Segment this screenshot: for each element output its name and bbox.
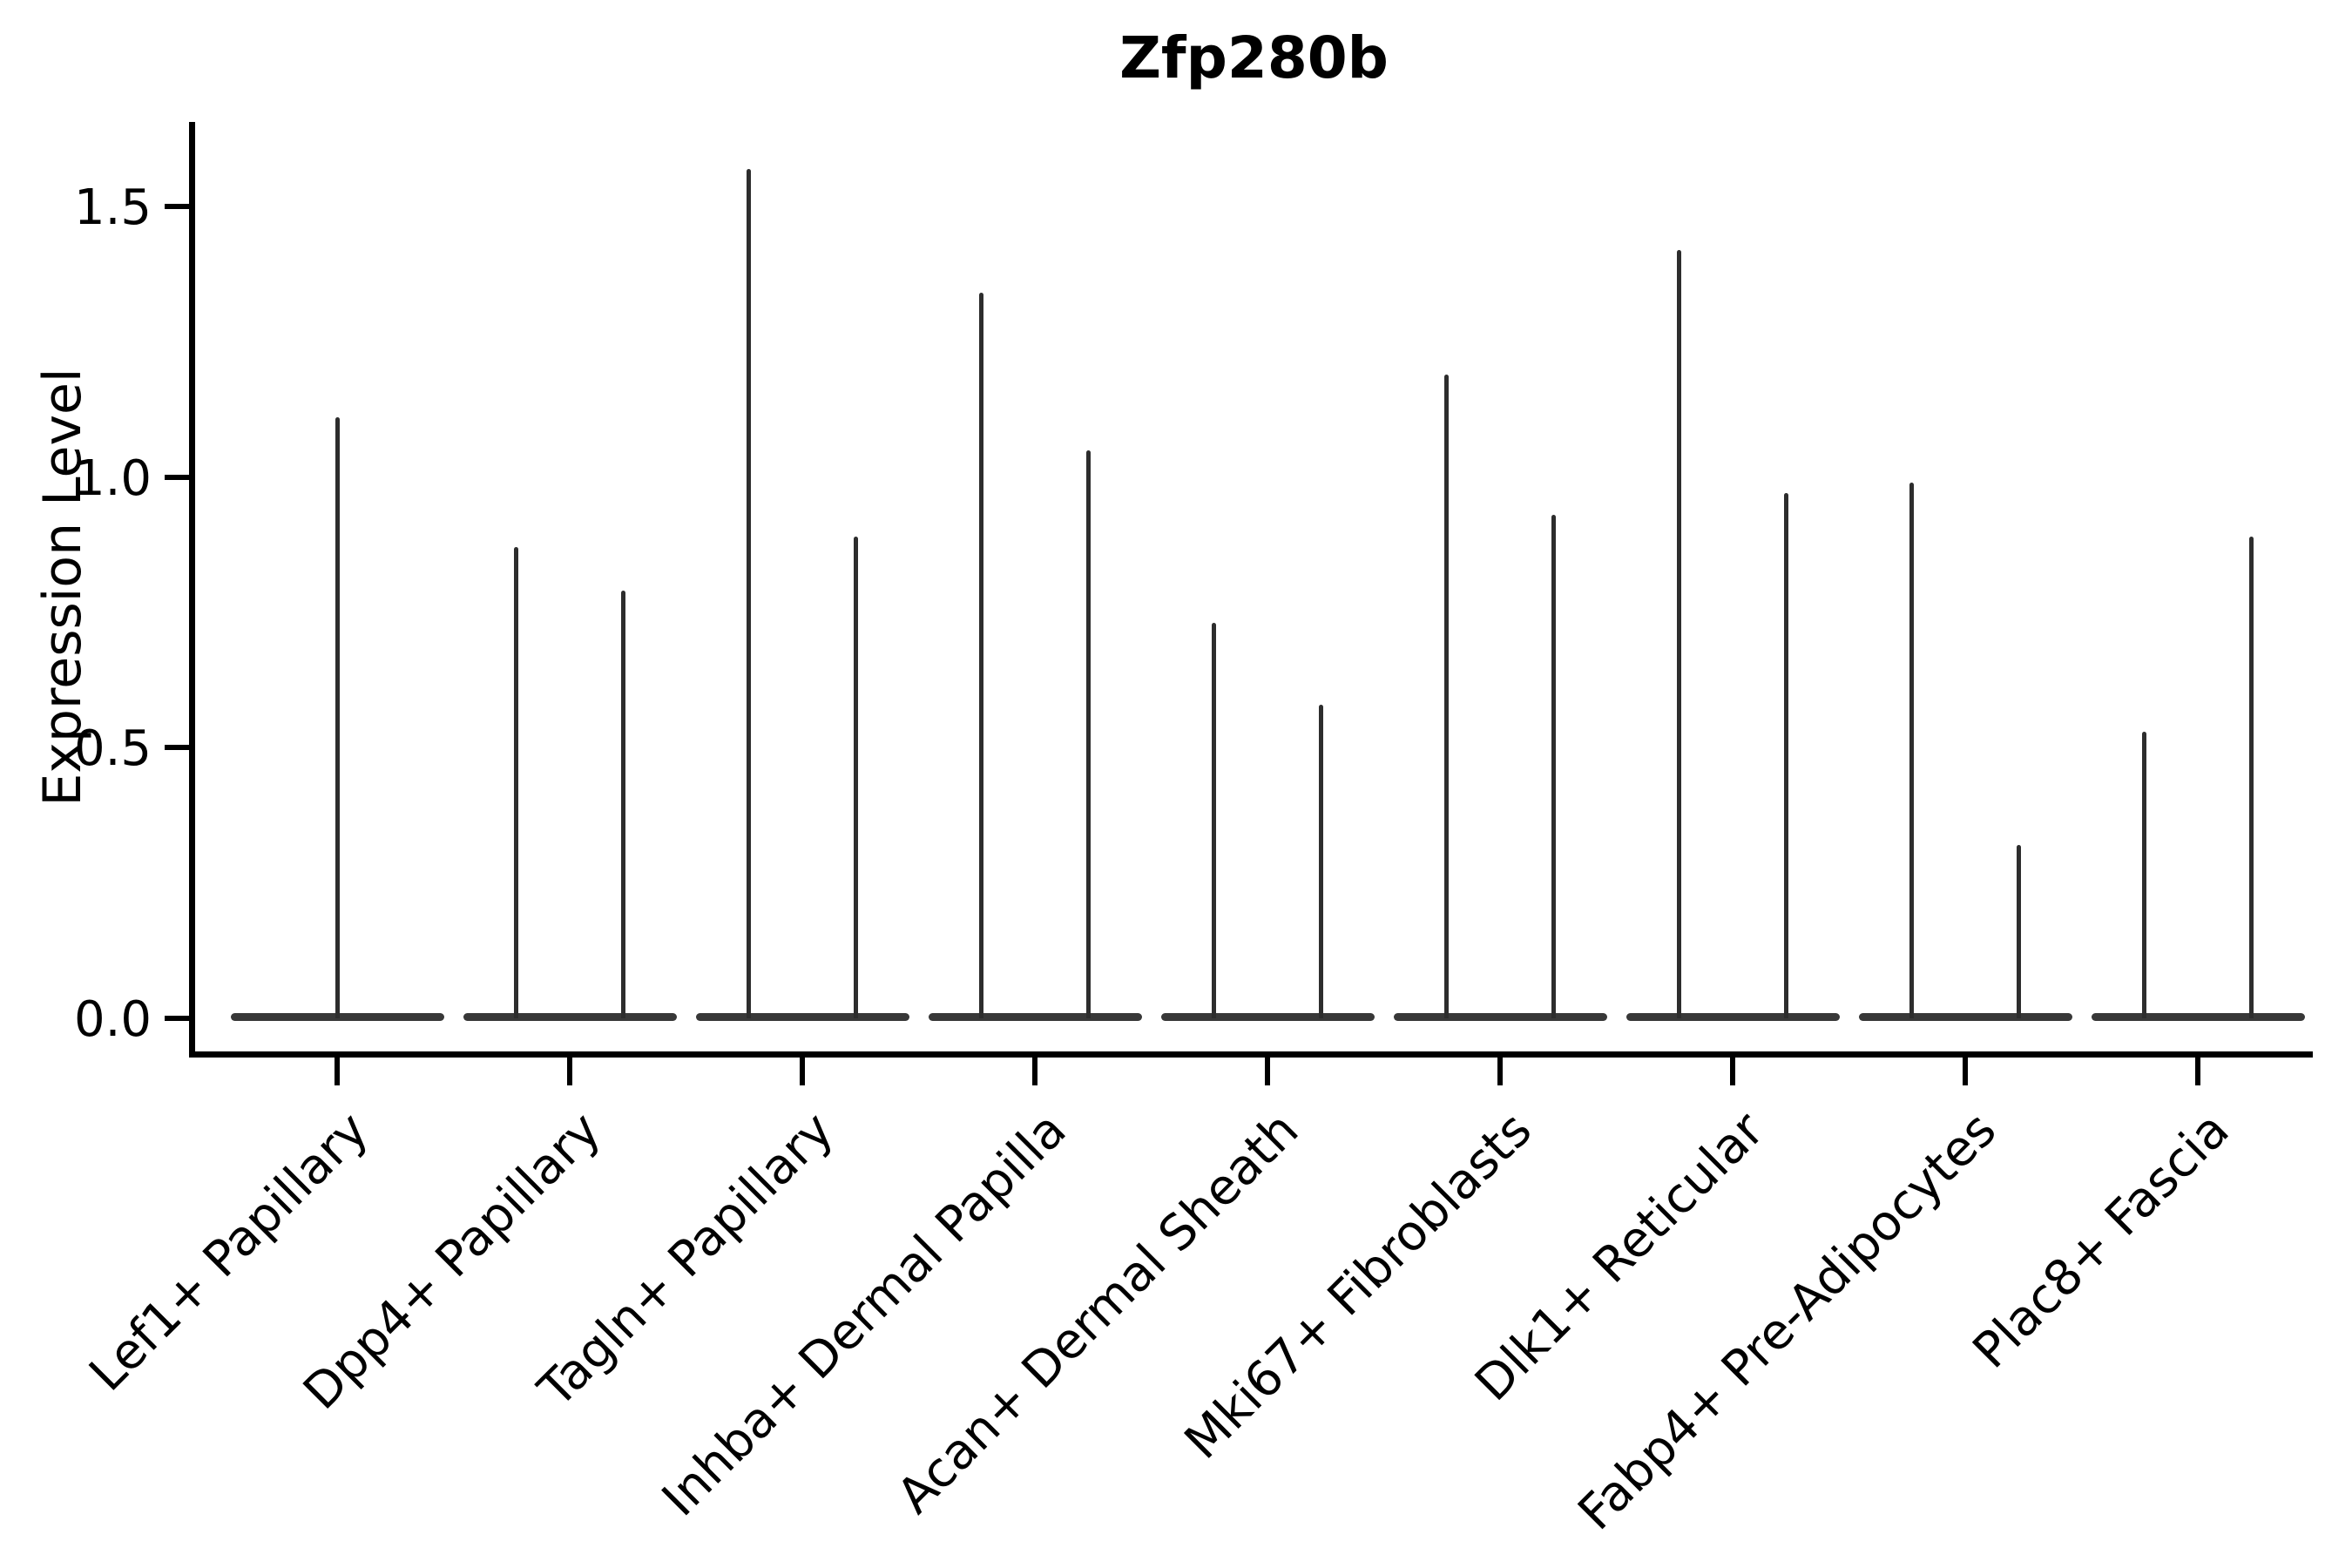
y-tick-mark (165, 745, 189, 751)
x-tick-mark (1497, 1058, 1503, 1085)
x-tick-label-9: Plac8+ Fascia (1962, 1101, 2240, 1380)
violin-needle (514, 547, 519, 1018)
violin-base (928, 1013, 1142, 1021)
y-tick-mark (165, 1016, 189, 1021)
violin-needle (979, 293, 984, 1018)
violin-base (2091, 1013, 2305, 1021)
violin-base (695, 1013, 909, 1021)
y-tick-label: 0.5 (73, 720, 152, 778)
y-tick-mark (165, 474, 189, 480)
x-tick-label-8: Fabp4+ Pre-Adipocytes (1567, 1101, 2008, 1542)
violin-needle (1783, 493, 1788, 1018)
x-axis-spine (189, 1051, 2313, 1058)
violin-needle (853, 537, 858, 1018)
violin-needle (2016, 845, 2021, 1018)
x-tick-label-5: Acan+ Dermal Sheath (886, 1101, 1310, 1525)
violin-needle (620, 591, 625, 1018)
chart-title: Zfp280b (1119, 24, 1389, 91)
y-tick-label: 1.0 (73, 449, 152, 507)
x-tick-mark (1032, 1058, 1037, 1085)
x-tick-mark (1963, 1058, 1968, 1085)
x-tick-mark (2195, 1058, 2200, 1085)
violin-base (1393, 1013, 1607, 1021)
violin-needle (2142, 731, 2147, 1018)
violin-needle (1444, 374, 1450, 1018)
violin-needle (2248, 537, 2254, 1018)
x-tick-mark (800, 1058, 805, 1085)
y-tick-label: 1.5 (73, 179, 152, 237)
violin-needle (335, 417, 340, 1018)
violin-base (1625, 1013, 1840, 1021)
x-tick-mark (1730, 1058, 1735, 1085)
violin-needle (747, 168, 752, 1018)
violin-needle (1318, 704, 1323, 1018)
x-tick-mark (1265, 1058, 1270, 1085)
x-tick-mark (335, 1058, 340, 1085)
violin-needle (1677, 249, 1682, 1018)
violin-needle (1085, 449, 1091, 1018)
violin-base (463, 1013, 677, 1021)
y-axis-spine (189, 122, 195, 1058)
y-tick-mark (165, 204, 189, 210)
violin-needle (1909, 482, 1915, 1018)
violin-base (1160, 1013, 1375, 1021)
violin-needle (1551, 515, 1556, 1018)
x-tick-mark (567, 1058, 572, 1085)
violin-needle (1212, 623, 1217, 1018)
y-tick-label: 0.0 (73, 991, 152, 1048)
x-tick-label-4: Inhba+ Dermal Papilla (651, 1101, 1078, 1528)
violin-base (1858, 1013, 2072, 1021)
